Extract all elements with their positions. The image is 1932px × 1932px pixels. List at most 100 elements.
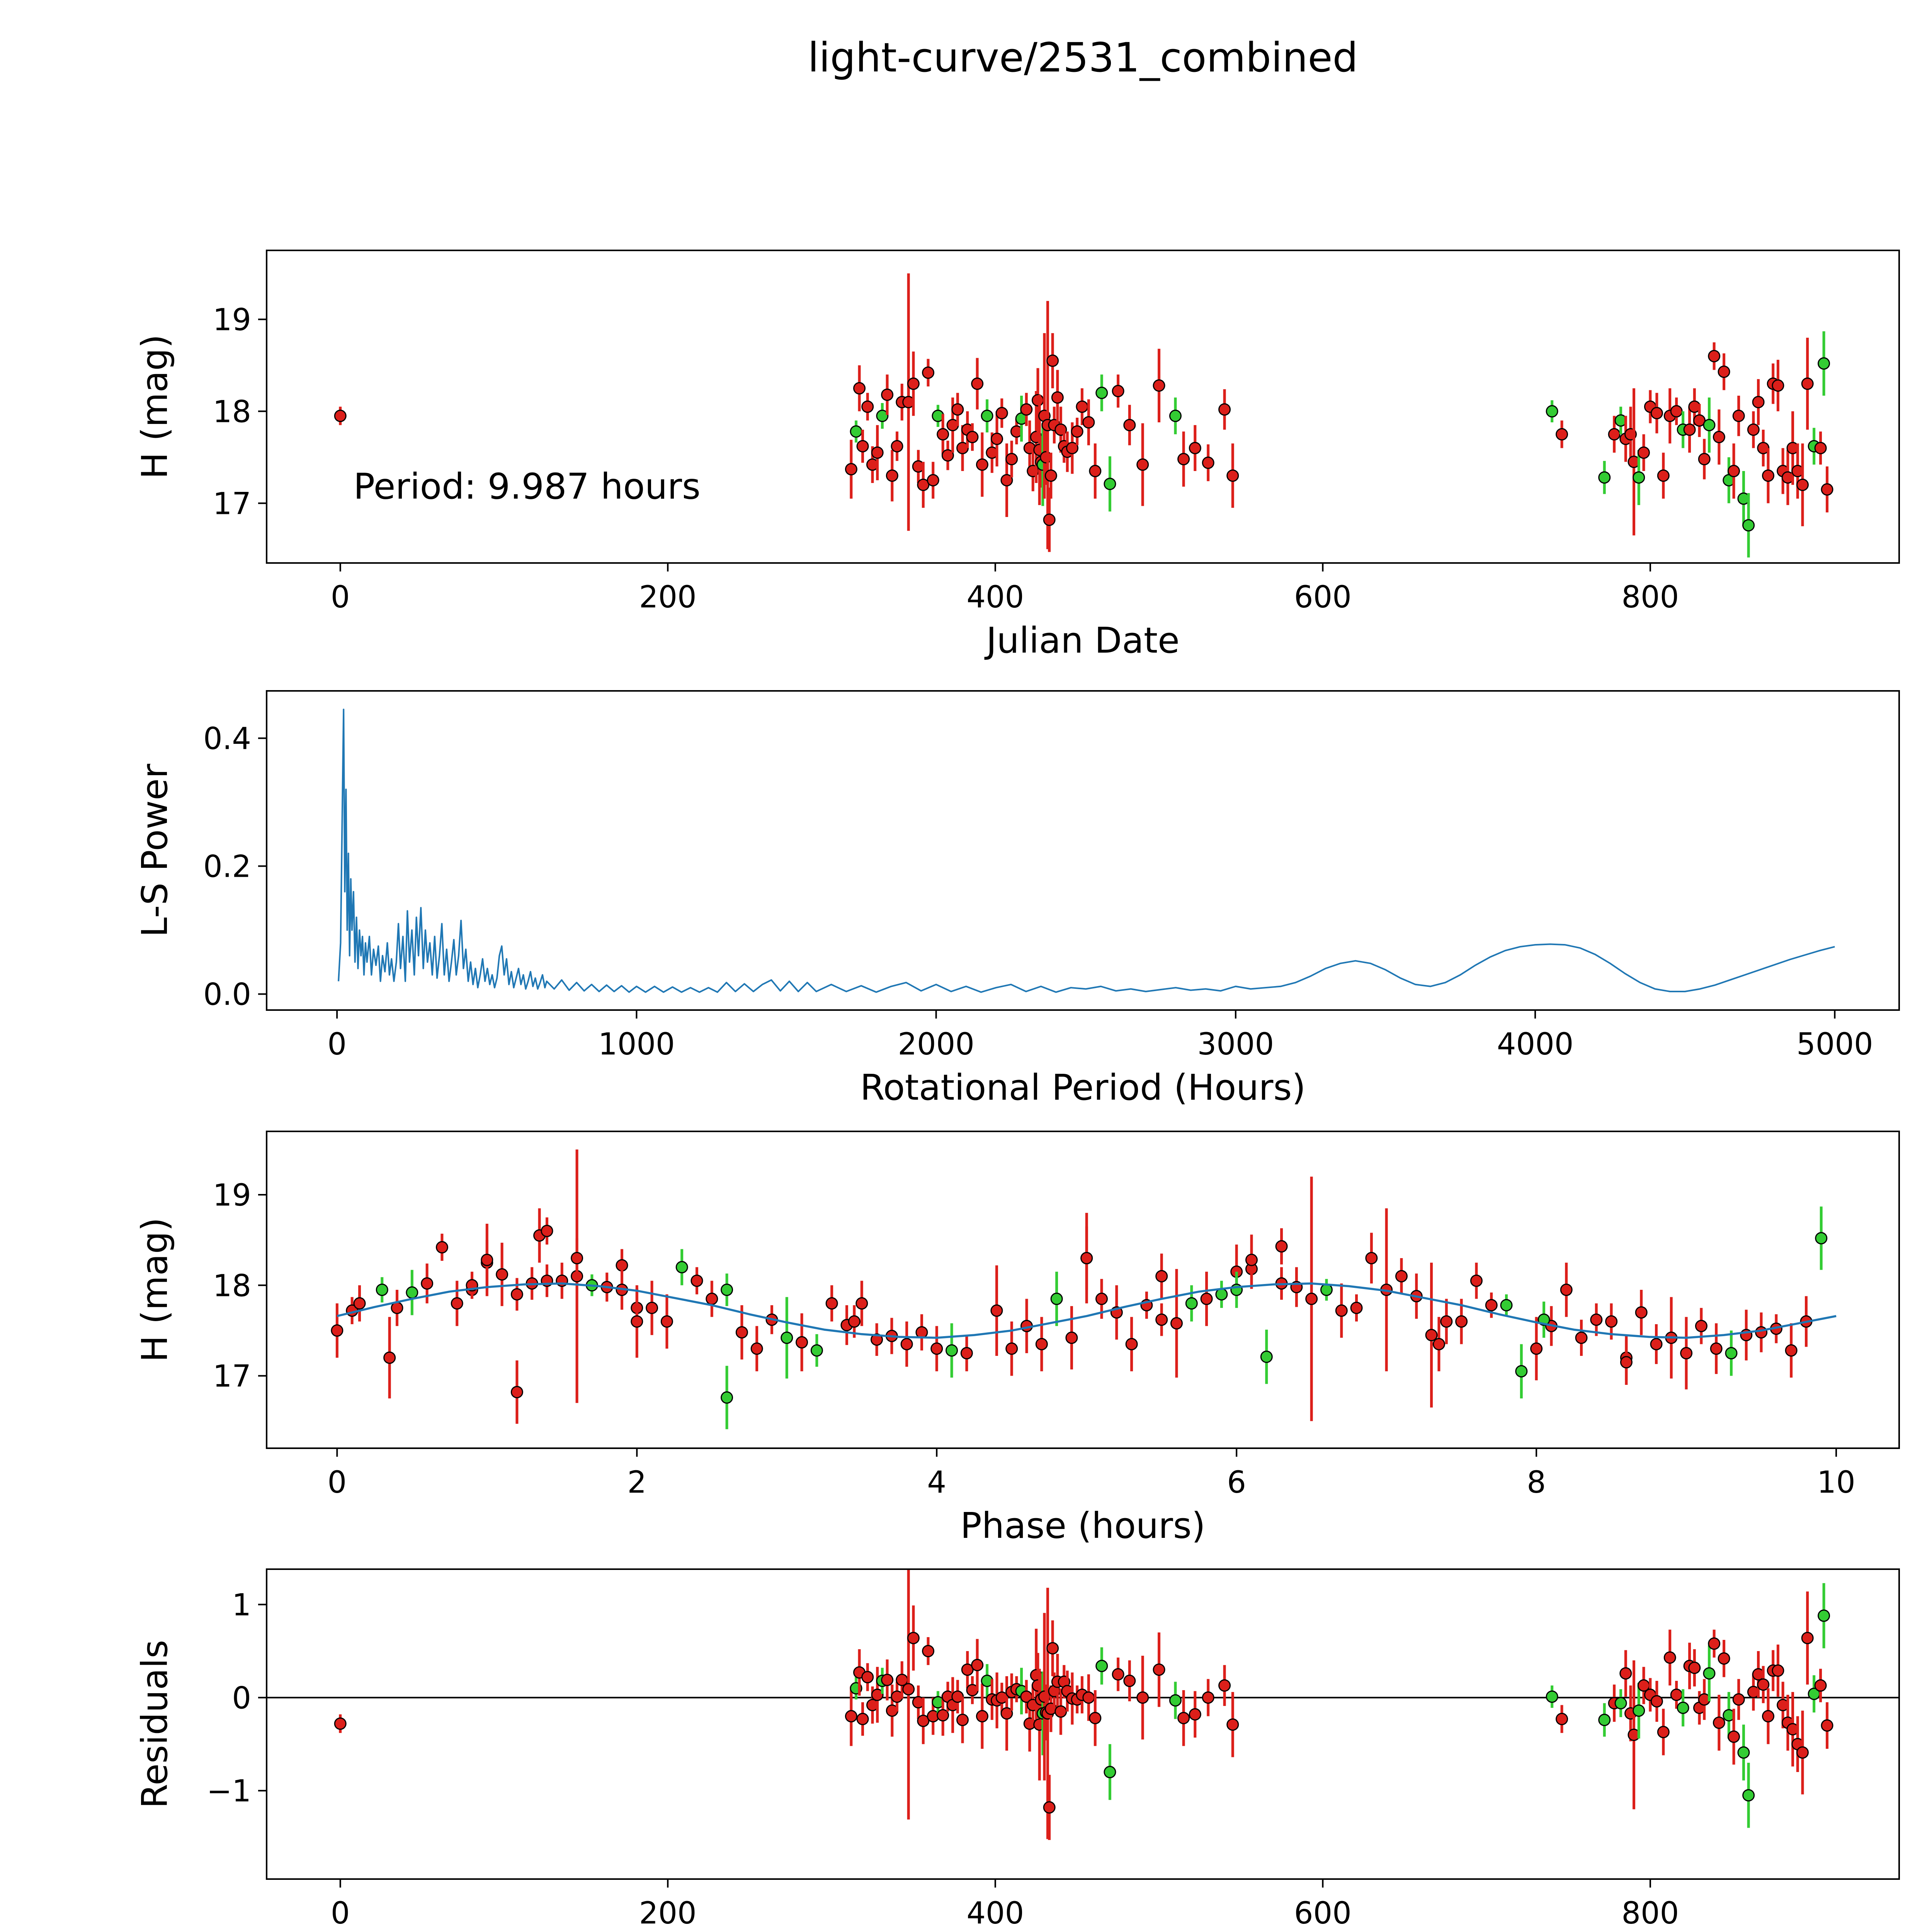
data-point [1590,1313,1603,1326]
data-point [334,410,347,422]
data-point [451,1297,463,1310]
data-point [1500,1299,1513,1311]
x-tick-label: 800 [1621,580,1679,615]
data-point [1546,1690,1558,1703]
x-tick-label: 0 [328,1465,347,1500]
data-point [1169,410,1182,422]
residuals-plot-area [267,1569,1899,1840]
data-point [1335,1304,1348,1317]
data-point [1713,1716,1725,1729]
data-point [1727,1730,1740,1743]
x-tick-label: 800 [1621,1896,1679,1931]
axes-frame [266,1568,1900,1880]
data-point [1703,1667,1716,1680]
lightcurve-plot-area [334,273,1833,558]
data-point [960,1347,973,1359]
data-point [1043,514,1056,526]
data-point [825,1297,838,1310]
data-point [1732,410,1745,422]
data-point [981,410,993,422]
data-point [1677,1701,1689,1714]
data-point [1089,1712,1102,1725]
data-point [496,1268,509,1281]
data-point [1245,1253,1258,1266]
x-tick-label: 2 [627,1465,646,1500]
data-point [1177,453,1190,466]
data-point [1713,431,1725,444]
data-point [1218,1679,1231,1692]
data-point [1155,1313,1168,1326]
x-tick-label: 4 [927,1465,946,1500]
data-point [1050,1293,1063,1305]
data-point [810,1344,823,1357]
data-point [1695,1320,1708,1332]
data-point [1650,1695,1663,1708]
data-point [881,1673,894,1686]
data-point [1095,386,1108,399]
data-point [907,378,920,390]
data-point [917,1714,930,1727]
data-point [1815,1232,1828,1245]
data-point [1693,414,1706,427]
data-point [1633,471,1645,484]
x-tick-label: 10 [1817,1465,1855,1500]
data-point [1051,391,1064,404]
data-point [1185,1297,1198,1310]
data-point [956,1714,969,1726]
periodogram-ylabel: L-S Power [134,764,175,937]
data-point [856,440,869,452]
data-point [1104,1766,1116,1779]
data-point [1305,1293,1318,1305]
data-point [1614,1697,1627,1709]
data-point [690,1274,703,1287]
data-point [721,1391,733,1404]
y-tick-label: 0.4 [203,721,251,756]
data-point [1727,465,1740,478]
data-point [510,1288,523,1301]
data-point [1821,483,1833,496]
data-point [1076,400,1088,413]
data-point [646,1301,658,1314]
data-point [971,378,984,390]
phase-xlabel: Phase (hours) [960,1505,1205,1546]
data-point [1425,1329,1438,1342]
x-tick-label: 4000 [1497,1027,1574,1062]
data-point [876,410,889,422]
data-point [845,1710,857,1723]
data-point [1575,1332,1588,1344]
data-point [1818,357,1830,370]
data-point [1365,1252,1378,1264]
data-point [1177,1712,1190,1725]
y-tick-label: 19 [213,1178,251,1213]
x-tick-label: 0 [331,1896,350,1931]
data-point [937,428,949,440]
y-tick-label: 1 [232,1588,251,1623]
data-point [1718,366,1730,378]
data-point [383,1351,396,1364]
data-point [750,1342,763,1355]
data-point [706,1293,718,1305]
data-point [1747,423,1760,436]
data-point [976,1710,988,1723]
data-point [1125,1338,1138,1350]
data-point [1670,405,1683,418]
data-point [1044,469,1057,482]
panel-periodogram: 0 1000 2000 3000 4000 5000 0.0 0.2 0.4 Rotational… [134,690,1900,1108]
data-point [1005,453,1018,466]
x-tick-label: 0 [327,1027,347,1062]
lightcurve-xlabel: Julian Date [984,620,1179,661]
data-point [871,446,884,459]
data-point [1657,1726,1670,1738]
data-point [991,432,1003,445]
period-annotation: Period: 9.987 hours [354,466,701,507]
data-point [961,1663,974,1676]
periodogram-line [338,709,1835,993]
data-point [1821,1719,1833,1732]
phase-ylabel: H (mag) [134,1218,175,1362]
data-point [1688,1662,1701,1674]
data-point [1725,1347,1738,1359]
data-point [861,1671,874,1684]
data-point [1757,1678,1770,1691]
data-point [1226,1718,1239,1731]
data-point [1796,1746,1809,1759]
